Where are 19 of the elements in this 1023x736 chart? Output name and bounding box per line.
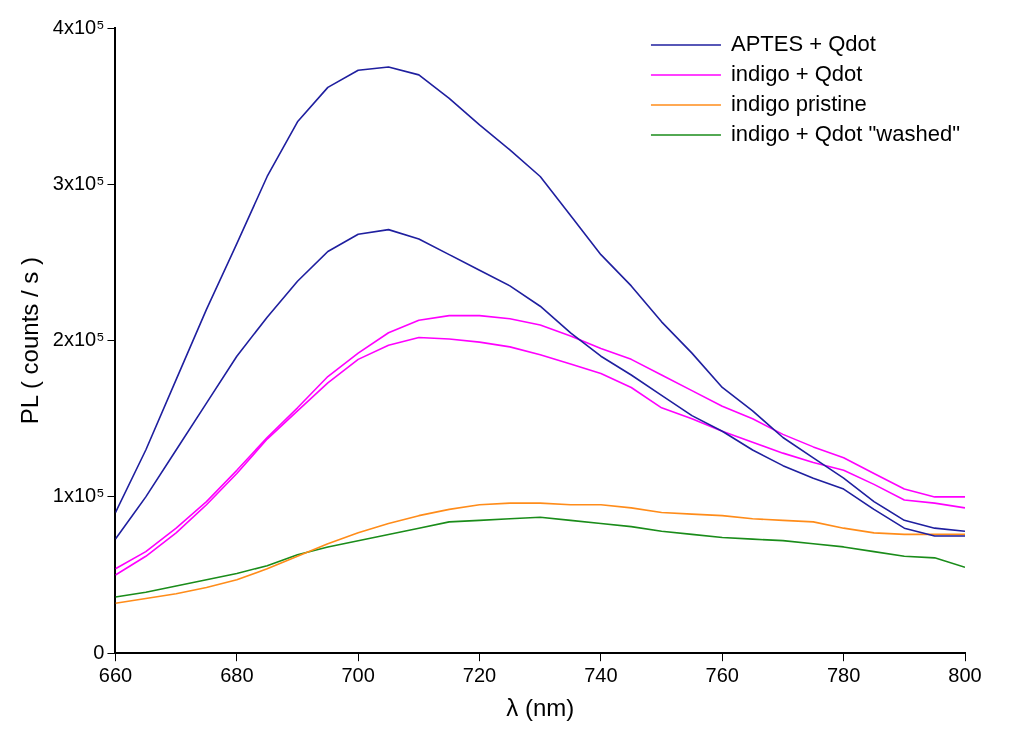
legend-label: indigo + Qdot xyxy=(730,61,863,87)
y-tick-label: 0 xyxy=(93,640,105,663)
y-axis-title: PL ( counts / s ) xyxy=(16,257,44,425)
x-tick-label: 700 xyxy=(341,663,375,686)
x-tick-label: 800 xyxy=(948,663,982,686)
legend-label: indigo pristine xyxy=(730,91,867,117)
x-tick-label: 720 xyxy=(462,663,497,686)
y-tick-label: 4x10⁵ xyxy=(52,15,105,38)
x-tick-label: 780 xyxy=(826,663,861,686)
x-tick-label: 760 xyxy=(705,663,739,686)
legend-label: indigo + Qdot "washed" xyxy=(730,121,960,147)
legend-label: APTES + Qdot xyxy=(730,31,876,57)
y-tick-label: 2x10⁵ xyxy=(52,328,105,351)
x-axis-title: λ (nm) xyxy=(506,694,575,722)
x-tick-label: 740 xyxy=(584,663,618,686)
y-tick-label: 1x10⁵ xyxy=(52,484,105,507)
x-tick-label: 680 xyxy=(220,663,254,686)
x-tick-label: 660 xyxy=(98,663,133,686)
y-tick-label: 3x10⁵ xyxy=(52,171,105,194)
